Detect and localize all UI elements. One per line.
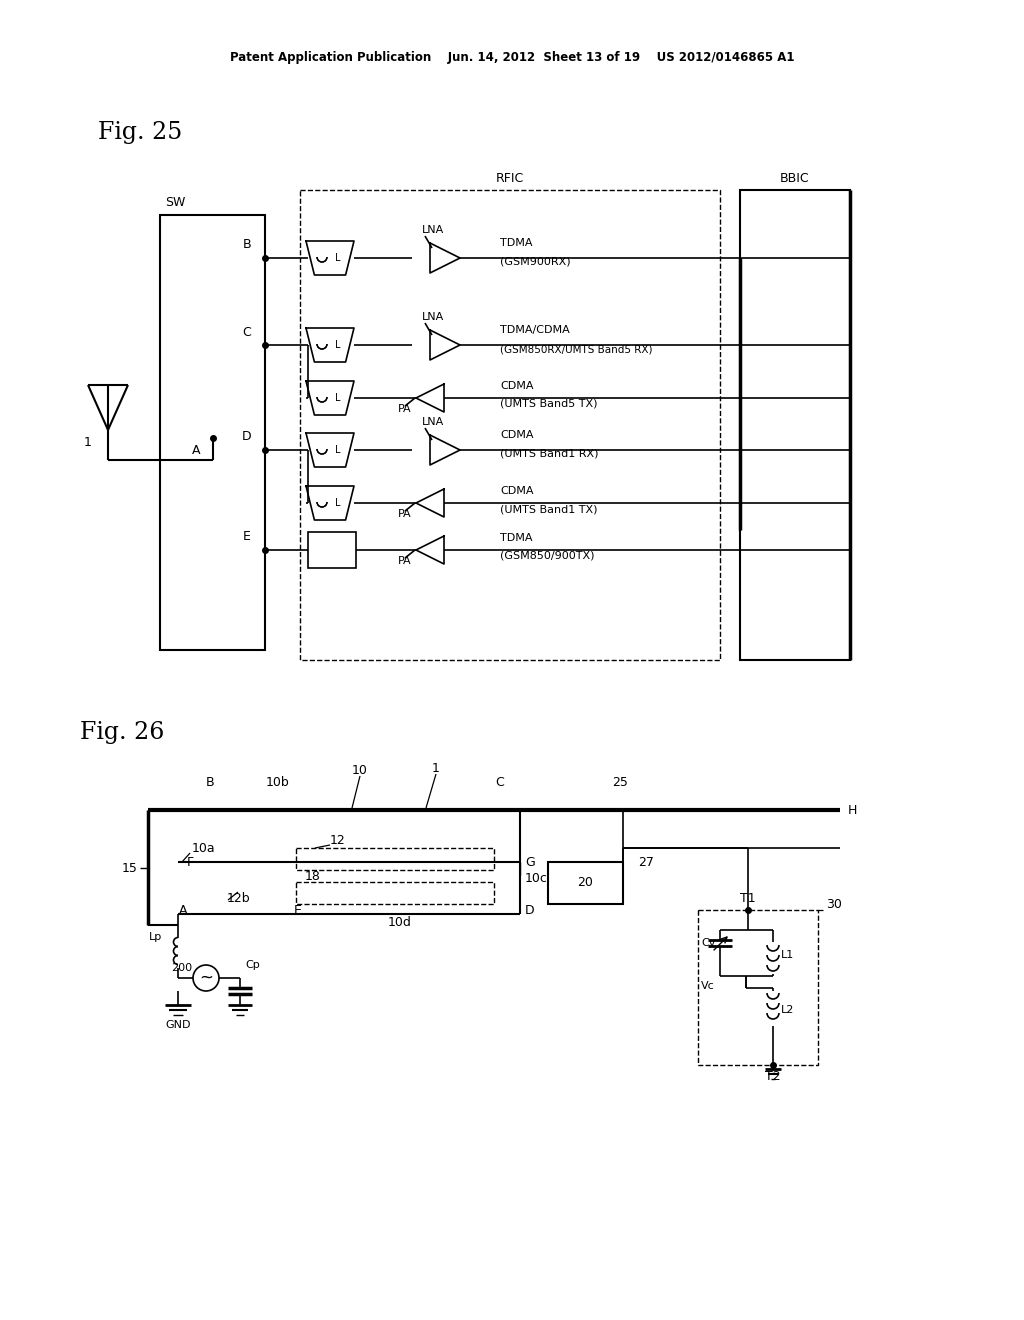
Text: 30: 30 [826,899,842,912]
Text: B: B [243,239,251,252]
Text: 200: 200 [171,964,193,973]
Text: 10: 10 [352,763,368,776]
Text: Fig. 25: Fig. 25 [98,120,182,144]
Text: E: E [243,531,251,544]
Text: 1: 1 [84,437,92,450]
Text: RFIC: RFIC [496,172,524,185]
Text: CDMA: CDMA [500,430,534,440]
Text: T1: T1 [740,891,756,904]
Text: L2: L2 [781,1005,795,1015]
Text: LNA: LNA [422,312,444,322]
Text: 20: 20 [578,876,593,890]
Bar [548,862,623,904]
Text: (UMTS Band5 TX): (UMTS Band5 TX) [500,399,597,409]
Text: L: L [335,341,341,350]
Bar [296,847,494,870]
Text: 10b: 10b [266,776,290,788]
Text: L: L [335,498,341,508]
Text: 27: 27 [638,855,654,869]
Bar [740,190,850,660]
Text: TDMA: TDMA [500,238,532,248]
Text: Lp: Lp [148,932,162,942]
Text: SW: SW [165,197,185,210]
Text: L: L [335,445,341,455]
Text: F: F [187,855,195,869]
Text: (UMTS Band1 RX): (UMTS Band1 RX) [500,449,598,459]
Text: ~: ~ [199,969,213,987]
Text: (GSM850RX/UMTS Band5 RX): (GSM850RX/UMTS Band5 RX) [500,345,652,354]
Text: (UMTS Band1 TX): (UMTS Band1 TX) [500,504,597,513]
Text: TDMA/CDMA: TDMA/CDMA [500,325,569,335]
Text: PA: PA [398,556,412,566]
Text: A: A [193,444,201,457]
Text: (GSM850/900TX): (GSM850/900TX) [500,550,595,561]
Text: LNA: LNA [422,224,444,235]
Text: C: C [496,776,505,788]
Text: TDMA: TDMA [500,533,532,543]
Text: BBIC: BBIC [780,172,810,185]
Text: T2: T2 [765,1071,781,1084]
Text: 1: 1 [432,762,440,775]
Bar [160,215,265,649]
Text: 10d: 10d [388,916,412,928]
Text: LNA: LNA [422,417,444,426]
Text: H: H [848,804,857,817]
Text: (GSM900RX): (GSM900RX) [500,257,570,267]
Text: 25: 25 [612,776,628,788]
Text: 10c: 10c [525,871,548,884]
Text: PA: PA [398,510,412,519]
Text: 15: 15 [122,862,138,874]
Bar [296,882,494,904]
Text: Vc: Vc [701,981,715,991]
Text: L1: L1 [781,950,795,960]
Text: CDMA: CDMA [500,381,534,391]
Text: D: D [525,903,535,916]
Text: C: C [243,326,251,338]
Text: 12: 12 [330,834,346,847]
Text: Fig. 26: Fig. 26 [80,721,165,743]
Text: Cp: Cp [245,960,260,970]
Text: B: B [206,776,214,788]
Text: E: E [294,903,302,916]
Bar [698,909,818,1065]
Text: L: L [335,393,341,403]
Text: GND: GND [165,1020,190,1030]
Text: CDMA: CDMA [500,486,534,496]
Text: A: A [179,903,187,916]
Bar [308,532,356,568]
Text: 10a: 10a [193,842,216,854]
Text: 12b: 12b [226,891,250,904]
Text: D: D [243,430,252,444]
Text: L: L [335,253,341,263]
Text: Patent Application Publication    Jun. 14, 2012  Sheet 13 of 19    US 2012/01468: Patent Application Publication Jun. 14, … [229,51,795,65]
Text: G: G [525,855,535,869]
Bar [300,190,720,660]
Text: PA: PA [398,404,412,414]
Text: 18: 18 [305,870,321,883]
Text: Cv: Cv [701,939,716,948]
